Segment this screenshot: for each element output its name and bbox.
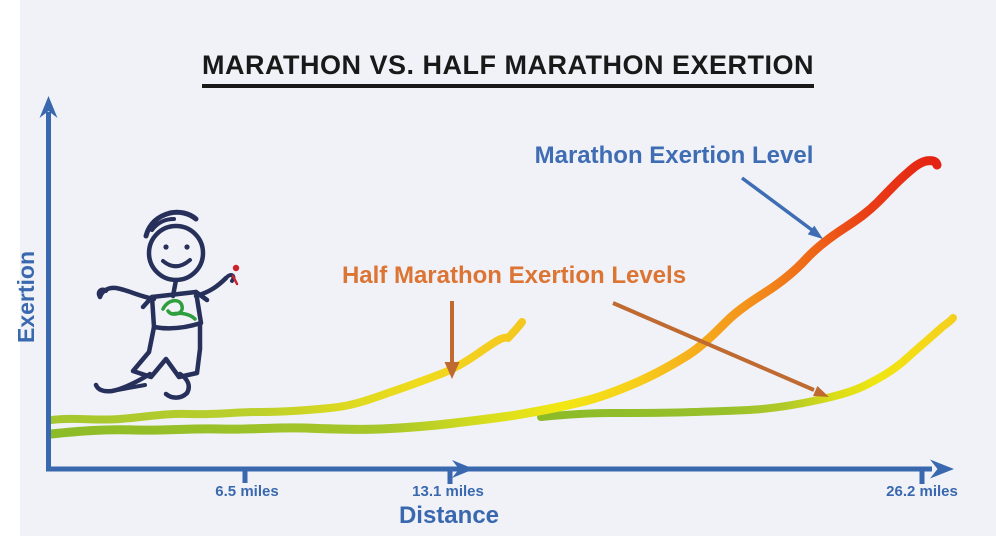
- title-wrap: MARATHON VS. HALF MARATHON EXERTION: [20, 50, 996, 88]
- x-axis-end-arrowhead: [930, 459, 954, 479]
- x-axis-mid-arrowhead: [452, 460, 474, 478]
- half-marathon-series-label: Half Marathon Exertion Levels: [341, 262, 687, 289]
- x-tick-label-6-5-miles: 6.5 miles: [215, 483, 279, 500]
- x-tick-label-13-1-miles: 13.1 miles: [412, 483, 484, 500]
- chart-background: [20, 0, 996, 536]
- x-axis: [46, 459, 954, 484]
- y-axis: [39, 96, 58, 470]
- chart-title: MARATHON VS. HALF MARATHON EXERTION: [202, 50, 814, 88]
- x-axis-label: Distance: [398, 502, 500, 529]
- marathon-series-label: Marathon Exertion Level: [534, 142, 814, 169]
- y-axis-label: Exertion: [13, 250, 39, 344]
- half-marathon-curve-2: [537, 314, 957, 421]
- marathon-curve: [46, 156, 942, 439]
- half-marathon-annotation-arrow-1: [444, 301, 460, 379]
- half-marathon-curve-1: [47, 318, 526, 424]
- half-marathon-annotation-arrow-2: [612, 301, 829, 397]
- x-tick-label-26-2-miles: 26.2 miles: [886, 483, 958, 500]
- marathon-annotation-arrow: [740, 176, 823, 239]
- runner-figure-icon: [93, 209, 240, 400]
